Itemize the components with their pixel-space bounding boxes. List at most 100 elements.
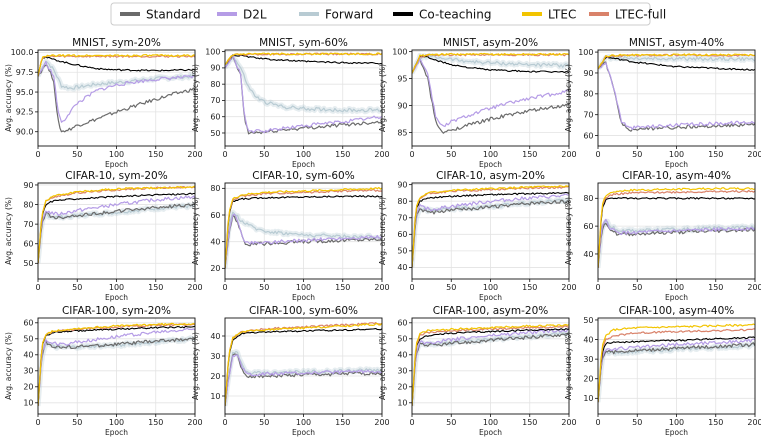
x-axis-label: Epoch	[665, 293, 688, 302]
x-tick-label: 200	[747, 283, 761, 292]
panel-title: CIFAR-10, sym-20%	[65, 170, 167, 182]
y-tick-label: 40	[583, 250, 593, 259]
y-tick-label: 20	[583, 375, 593, 384]
y-tick-label: 20	[23, 383, 33, 392]
x-tick-label: 100	[296, 283, 311, 292]
y-axis-label: Avg. accuracy (%)	[4, 197, 13, 265]
y-axis-label: Avg. accuracy (%)	[4, 64, 13, 132]
y-tick-label: 60	[583, 222, 593, 231]
y-tick-label: 40	[583, 335, 593, 344]
y-tick-label: 90	[397, 101, 407, 110]
legend-label-co-teaching: Co-teaching	[419, 8, 491, 22]
series-line-d2l	[38, 195, 195, 264]
chart-panel-cifar-100-asym-20: 10 20 30 40 50 60 0 50 100 150 200 CIFAR-100, asym-…	[378, 305, 577, 437]
x-tick-label: 50	[259, 418, 269, 427]
y-tick-label: 90.0	[16, 128, 34, 137]
x-tick-label: 200	[187, 283, 202, 292]
y-tick-label: 50	[397, 335, 407, 344]
series-lines	[412, 185, 569, 268]
series-line-d2l	[225, 55, 382, 134]
y-axis-label: Avg. accuracy (%)	[191, 332, 200, 400]
x-axis-label: Epoch	[479, 293, 502, 302]
series-line-ltec	[225, 322, 382, 407]
series-line-standard	[412, 333, 569, 407]
x-tick-label: 200	[374, 150, 389, 159]
y-tick-label: 70	[210, 96, 220, 105]
x-tick-label: 0	[222, 150, 227, 159]
y-tick-label: 80	[583, 90, 593, 99]
series-line-d2l	[38, 327, 195, 407]
x-tick-label: 200	[187, 418, 202, 427]
series-line-ltec	[412, 324, 569, 407]
series-lines	[598, 53, 755, 132]
series-lines	[38, 185, 195, 264]
y-tick-label: 40	[397, 263, 407, 272]
x-tick-label: 150	[522, 283, 537, 292]
series-line-d2l	[598, 218, 755, 268]
chart-panel-cifar-100-asym-40: 10 20 30 40 50 0 50 100 150 200 CIFAR-100, asym-40…	[564, 305, 761, 437]
x-tick-label: 0	[35, 283, 40, 292]
y-tick-label: 80	[583, 194, 593, 203]
series-line-d2l	[598, 338, 755, 403]
series-line-d2l	[225, 354, 382, 407]
x-tick-label: 150	[335, 150, 350, 159]
x-axis-label: Epoch	[479, 428, 502, 437]
series-lines	[225, 186, 382, 269]
x-axis-label: Epoch	[665, 160, 688, 169]
series-line-standard	[38, 64, 195, 133]
x-tick-label: 100	[669, 283, 684, 292]
series-line-ltec-full	[412, 185, 569, 268]
panel-title: CIFAR-100, asym-40%	[619, 305, 735, 317]
y-tick-label: 85	[397, 128, 407, 137]
x-tick-label: 0	[222, 283, 227, 292]
y-axis-label: Avg. accuracy (%)	[378, 197, 387, 265]
series-line-ltec	[225, 186, 382, 269]
x-tick-label: 200	[561, 283, 576, 292]
series-line-co-teaching	[412, 328, 569, 407]
x-axis-label: Epoch	[665, 428, 688, 437]
series-line-co-teaching	[412, 191, 569, 268]
x-tick-label: 50	[72, 418, 82, 427]
y-tick-label: 90	[210, 64, 220, 73]
series-line-standard	[598, 342, 755, 403]
y-tick-label: 90	[583, 69, 593, 78]
series-lines	[412, 324, 569, 407]
panel-title: CIFAR-100, sym-60%	[249, 305, 358, 317]
y-tick-label: 70	[583, 110, 593, 119]
x-axis-label: Epoch	[105, 428, 128, 437]
y-tick-label: 100	[205, 47, 220, 56]
series-line-d2l	[38, 60, 195, 123]
x-tick-label: 150	[148, 283, 163, 292]
y-tick-label: 20	[397, 383, 407, 392]
y-tick-label: 40	[210, 332, 220, 341]
x-tick-label: 150	[335, 418, 350, 427]
x-axis-label: Epoch	[292, 428, 315, 437]
y-tick-label: 97.5	[16, 68, 34, 77]
panel-title: CIFAR-100, asym-20%	[433, 305, 549, 317]
series-line-ltec	[38, 185, 195, 264]
series-line-ltec	[598, 187, 755, 268]
chart-panel-mnist-asym-20: 85 90 95 100 0 50 100 150 200 MNIST, asym-20% Epoc…	[378, 37, 577, 169]
x-tick-label: 200	[561, 150, 576, 159]
y-tick-label: 70	[23, 220, 33, 229]
y-tick-label: 95	[397, 74, 407, 83]
legend-label-d2l: D2L	[243, 8, 267, 22]
x-tick-label: 0	[595, 418, 600, 427]
panel-title: CIFAR-100, sym-20%	[62, 305, 171, 317]
y-tick-label: 60	[397, 319, 407, 328]
y-tick-label: 10	[23, 399, 33, 408]
series-line-standard	[412, 199, 569, 268]
series-lines	[38, 54, 195, 133]
series-line-forward	[225, 57, 382, 113]
series-line-ltec	[38, 54, 195, 77]
x-tick-label: 0	[409, 150, 414, 159]
y-axis-label: Avg. accuracy (%)	[191, 197, 200, 265]
series-line-standard	[598, 61, 755, 132]
x-tick-label: 100	[296, 150, 311, 159]
series-line-ltec-full	[598, 189, 755, 268]
y-tick-label: 30	[397, 367, 407, 376]
series-line-standard	[38, 203, 195, 264]
chart-panel-mnist-asym-40: 60 70 80 90 100 0 50 100 150 200 MNIST, asym-40% Ep…	[564, 37, 761, 169]
y-tick-label: 92.5	[16, 108, 34, 117]
